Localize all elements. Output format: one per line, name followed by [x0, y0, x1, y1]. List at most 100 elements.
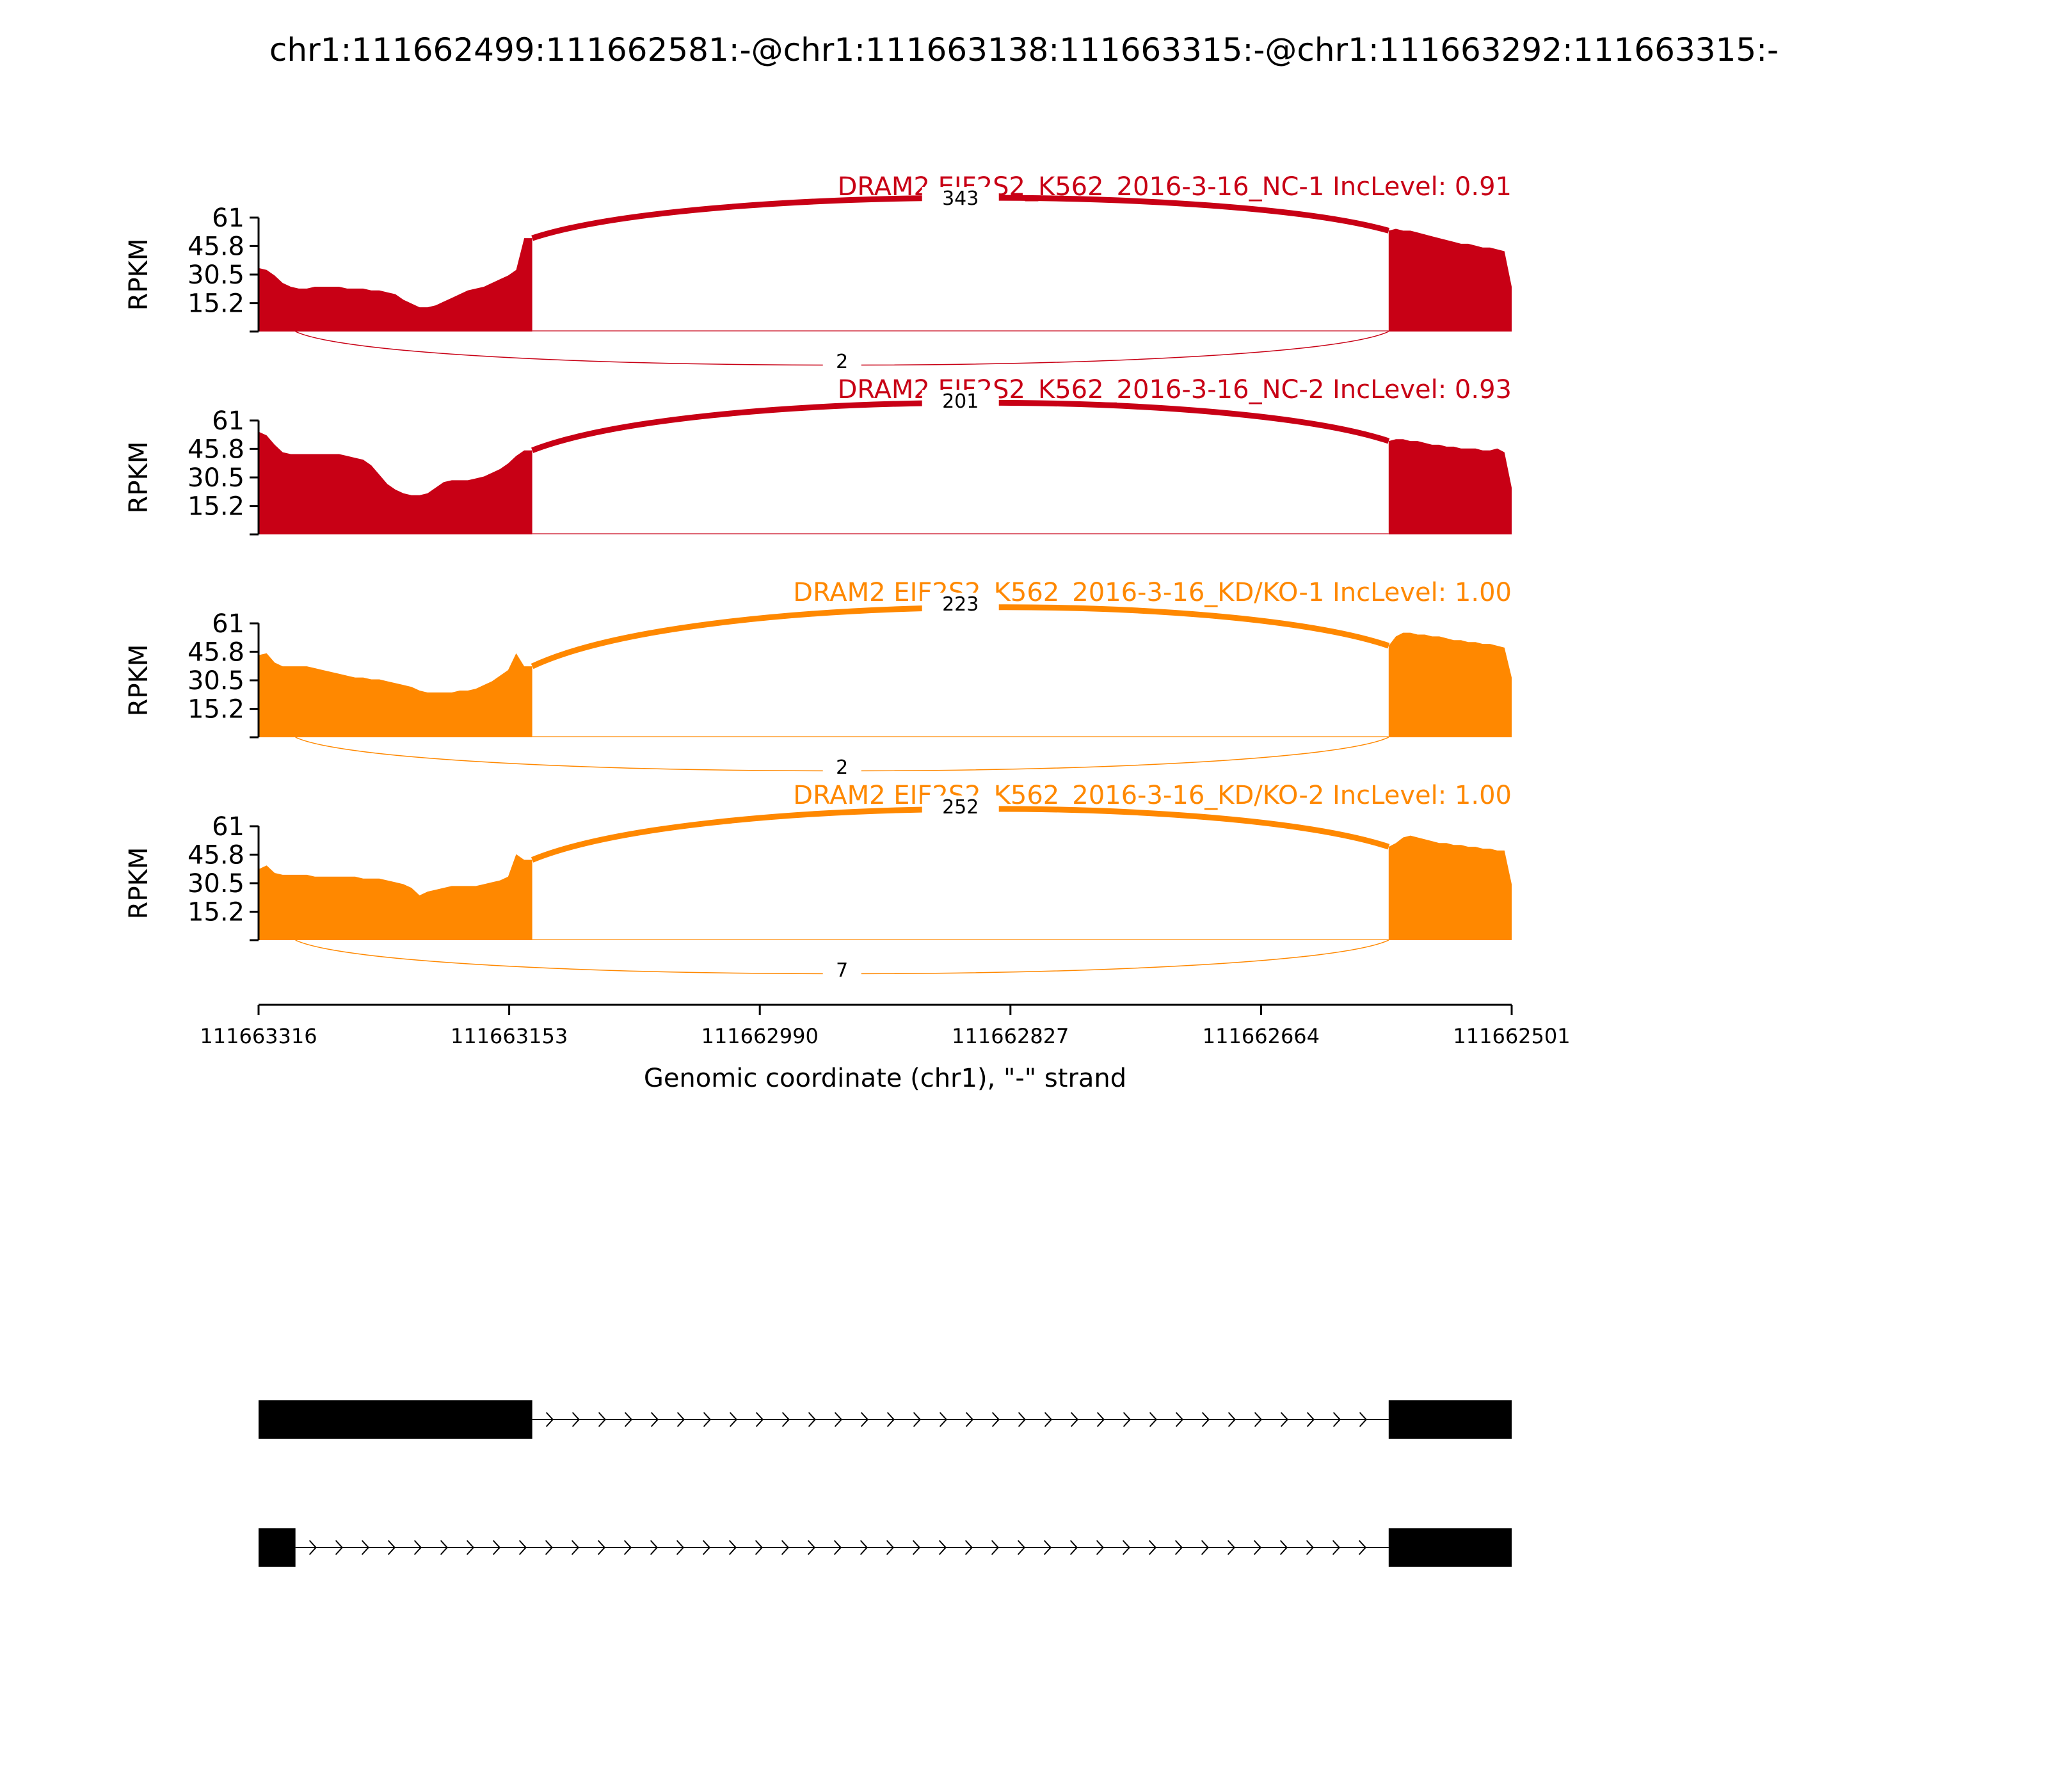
- y-tick-label: 61: [212, 812, 244, 842]
- x-tick-label: 111663316: [200, 1024, 317, 1048]
- strand-chevron: [1332, 1412, 1341, 1427]
- strand-chevron: [1228, 1412, 1236, 1427]
- strand-chevron: [1069, 1540, 1078, 1555]
- junction-count-lower: 2: [836, 351, 848, 373]
- strand-chevron: [991, 1540, 1000, 1555]
- strand-chevron: [466, 1540, 475, 1555]
- y-tick-label: 45.8: [188, 637, 244, 667]
- strand-chevron: [1306, 1540, 1315, 1555]
- strand-chevron: [1254, 1412, 1262, 1427]
- strand-chevron: [729, 1412, 737, 1427]
- coverage-area-exon1: [259, 653, 532, 737]
- x-tick-label: 111663153: [451, 1024, 568, 1048]
- strand-chevron: [492, 1540, 501, 1555]
- y-tick-label: 15.2: [188, 492, 244, 522]
- transcript-2: [259, 1528, 1512, 1567]
- x-axis: 111663316 111663153 111662990 111662827 1116…: [200, 1004, 1571, 1093]
- strand-chevron: [728, 1540, 737, 1555]
- strand-chevron: [1253, 1540, 1262, 1555]
- strand-chevron: [413, 1540, 422, 1555]
- junction-label-bg: [822, 957, 861, 980]
- strand-chevron: [755, 1412, 764, 1427]
- junction-arc-inclusion: [531, 604, 1390, 669]
- strand-chevron: [913, 1412, 921, 1427]
- junction-label-bg: [822, 755, 861, 778]
- strand-chevron: [1201, 1412, 1210, 1427]
- x-tick-label: 111662664: [1203, 1024, 1320, 1048]
- junction-count-upper: 223: [942, 593, 979, 616]
- strand-chevron: [650, 1540, 659, 1555]
- strand-chevron: [440, 1540, 449, 1555]
- strand-chevron: [1070, 1412, 1078, 1427]
- strand-chevron: [886, 1412, 895, 1427]
- strand-chevron: [702, 1540, 711, 1555]
- junction-count-lower: 7: [836, 959, 848, 982]
- strand-chevron: [938, 1540, 947, 1555]
- coverage-area-exon2: [1388, 439, 1512, 534]
- junction-label-bg: [922, 796, 999, 819]
- y-tick-label: 61: [212, 609, 244, 639]
- strand-chevron: [545, 1412, 554, 1427]
- transcript-models: [259, 1400, 1512, 1567]
- strand-chevron: [597, 1540, 606, 1555]
- exon-block: [1388, 1528, 1512, 1567]
- junction-count-upper: 201: [942, 390, 979, 413]
- strand-chevron: [781, 1540, 790, 1555]
- y-tick-label: 15.2: [188, 695, 244, 724]
- strand-chevron: [1227, 1540, 1236, 1555]
- strand-chevron: [1017, 1540, 1026, 1555]
- y-tick-label: 30.5: [188, 666, 244, 696]
- strand-chevron: [1279, 1540, 1288, 1555]
- x-axis-label: Genomic coordinate (chr1), "-" strand: [644, 1064, 1126, 1093]
- strand-chevron: [834, 1412, 842, 1427]
- exon-block: [259, 1400, 532, 1439]
- strand-chevron: [912, 1540, 921, 1555]
- strand-chevron: [545, 1540, 554, 1555]
- strand-chevron: [572, 1412, 580, 1427]
- strand-chevron: [387, 1540, 396, 1555]
- y-tick-label: 61: [212, 204, 244, 233]
- y-tick-label: 30.5: [188, 463, 244, 493]
- exon-block: [259, 1528, 296, 1567]
- junction-label-bg: [922, 187, 999, 210]
- x-tick-label: 111662827: [952, 1024, 1069, 1048]
- strand-chevron: [308, 1540, 317, 1555]
- strand-chevron: [807, 1540, 816, 1555]
- strand-chevron: [1332, 1540, 1341, 1555]
- strand-chevron: [1096, 1540, 1105, 1555]
- strand-chevron: [964, 1540, 973, 1555]
- sample-label: DRAM2 EIF2S2_K562_2016-3-16_KD/KO-1 IncL…: [793, 578, 1512, 607]
- strand-chevron: [1201, 1540, 1210, 1555]
- junction-count-upper: 252: [942, 796, 979, 819]
- coverage-area-exon2: [1388, 835, 1512, 940]
- strand-chevron: [598, 1412, 606, 1427]
- strand-chevron: [518, 1540, 527, 1555]
- y-tick-label: 30.5: [188, 869, 244, 899]
- strand-chevron: [361, 1540, 370, 1555]
- y-axis-label: RPKM: [124, 239, 154, 311]
- strand-chevron: [623, 1540, 632, 1555]
- coverage-area-exon1: [259, 854, 532, 940]
- strand-chevron: [676, 1540, 685, 1555]
- strand-chevron: [1149, 1412, 1157, 1427]
- y-tick-label: 45.8: [188, 840, 244, 870]
- y-tick-label: 15.2: [188, 289, 244, 319]
- y-axis-label: RPKM: [124, 442, 154, 514]
- junction-label-bg: [922, 390, 999, 413]
- junction-count-lower: 2: [836, 756, 848, 779]
- strand-chevron: [624, 1412, 632, 1427]
- sample-label: DRAM2 EIF2S2_K562_2016-3-16_KD/KO-2 IncL…: [793, 781, 1512, 810]
- strand-chevron: [650, 1412, 659, 1427]
- strand-chevron: [808, 1412, 816, 1427]
- strand-chevron: [1123, 1412, 1131, 1427]
- strand-chevron: [1174, 1540, 1183, 1555]
- y-axis-label: RPKM: [124, 644, 154, 717]
- strand-chevron: [571, 1540, 580, 1555]
- strand-chevron: [781, 1412, 790, 1427]
- y-tick-label: 45.8: [188, 232, 244, 261]
- strand-chevron: [965, 1412, 973, 1427]
